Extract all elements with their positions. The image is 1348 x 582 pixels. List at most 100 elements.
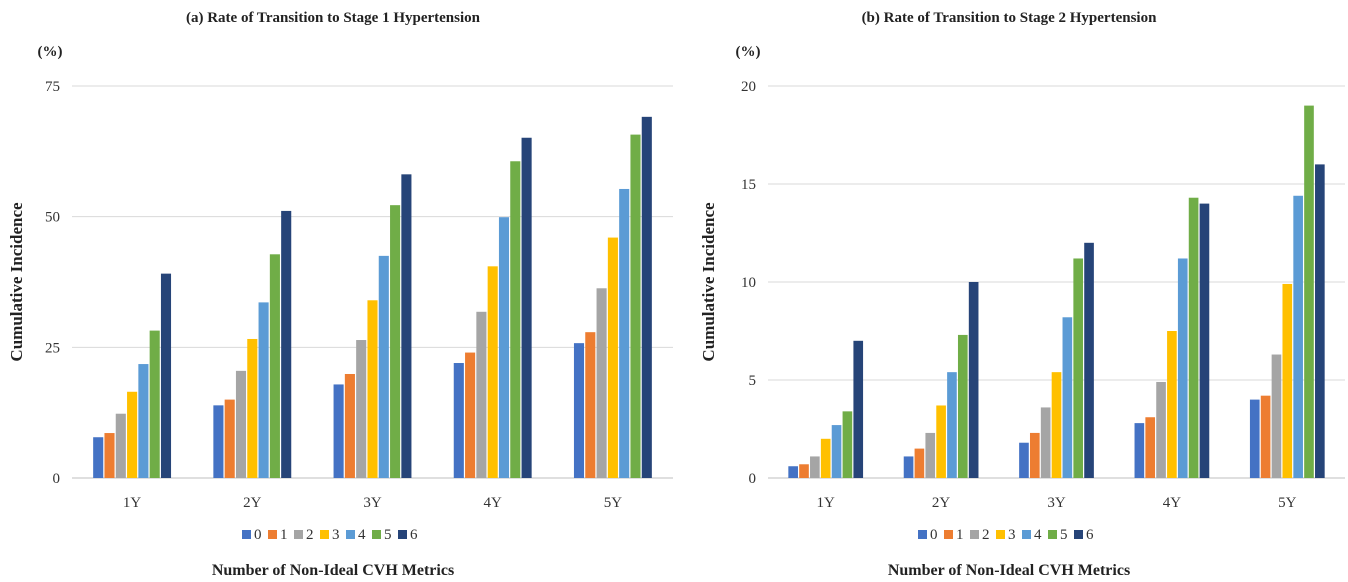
bar bbox=[1073, 258, 1084, 478]
bar bbox=[127, 391, 138, 478]
bar bbox=[853, 340, 864, 478]
x-tick-label: 5Y bbox=[604, 495, 623, 511]
legend-label: 4 bbox=[1034, 527, 1042, 543]
x-tick-label: 4Y bbox=[484, 495, 503, 511]
bar bbox=[356, 340, 367, 478]
x-tick-label: 3Y bbox=[363, 495, 382, 511]
bar bbox=[390, 205, 401, 478]
bar bbox=[619, 188, 630, 478]
bar bbox=[1315, 164, 1325, 478]
bar bbox=[1249, 399, 1260, 478]
y-axis-title: Cumulative Incidence bbox=[7, 202, 26, 362]
bar bbox=[957, 334, 968, 478]
bar bbox=[224, 399, 235, 478]
bar bbox=[1260, 395, 1271, 478]
legend-label: 6 bbox=[1086, 527, 1094, 543]
legend-swatch bbox=[320, 530, 329, 539]
bar bbox=[367, 300, 378, 478]
bar bbox=[585, 332, 596, 478]
y-tick-label: 15 bbox=[741, 177, 756, 193]
legend-swatch bbox=[268, 530, 277, 539]
legend-item: 4 bbox=[1022, 527, 1042, 543]
bar bbox=[93, 437, 104, 478]
bar bbox=[914, 448, 925, 478]
legend-swatch bbox=[398, 530, 407, 539]
y-axis-title: Cumulative Incidence bbox=[699, 202, 718, 362]
legend-item: 1 bbox=[268, 527, 288, 543]
legend-swatch bbox=[294, 530, 303, 539]
bar bbox=[1271, 354, 1282, 478]
bar bbox=[1156, 381, 1166, 478]
x-tick-label: 1Y bbox=[817, 495, 836, 511]
legend-label: 1 bbox=[280, 527, 288, 543]
bar bbox=[465, 352, 476, 478]
legend-swatch bbox=[346, 530, 355, 539]
bar bbox=[1199, 203, 1210, 478]
x-tick-label: 3Y bbox=[1047, 495, 1066, 511]
legend-swatch bbox=[996, 530, 1005, 539]
legend-item: 6 bbox=[398, 527, 418, 543]
y-tick-label: 75 bbox=[45, 79, 60, 95]
legend-item: 5 bbox=[372, 527, 392, 543]
legend-swatch bbox=[944, 530, 953, 539]
x-tick-label: 2Y bbox=[932, 495, 951, 511]
x-tick-label: 5Y bbox=[1278, 495, 1297, 511]
legend-item: 1 bbox=[944, 527, 964, 543]
bar bbox=[1134, 423, 1145, 478]
bar bbox=[831, 425, 842, 478]
legend-swatch bbox=[1048, 530, 1057, 539]
legend-item: 2 bbox=[294, 527, 314, 543]
legend-label: 2 bbox=[306, 527, 314, 543]
chart-title: (b) Rate of Transition to Stage 2 Hypert… bbox=[862, 10, 1158, 26]
legend-label: 5 bbox=[1060, 527, 1068, 543]
legend-label: 0 bbox=[930, 527, 938, 543]
bar bbox=[1304, 105, 1314, 478]
bar bbox=[160, 273, 172, 478]
bar bbox=[521, 137, 532, 478]
legend-swatch bbox=[242, 530, 251, 539]
legend-label: 2 bbox=[982, 527, 990, 543]
bar bbox=[115, 413, 126, 478]
bar bbox=[1293, 195, 1303, 478]
bar bbox=[630, 134, 641, 478]
bar bbox=[213, 405, 224, 478]
bar bbox=[378, 255, 389, 478]
y-tick-label: 0 bbox=[749, 471, 757, 487]
bar bbox=[1019, 442, 1029, 478]
bar bbox=[1282, 283, 1293, 478]
y-unit-label: (%) bbox=[38, 44, 63, 60]
legend-item: 6 bbox=[1074, 527, 1094, 543]
bar bbox=[453, 363, 464, 478]
chart-title: (a) Rate of Transition to Stage 1 Hypert… bbox=[186, 10, 481, 26]
bar bbox=[1167, 331, 1177, 478]
y-tick-label: 50 bbox=[45, 210, 60, 226]
bar bbox=[344, 373, 355, 478]
legend-label: 4 bbox=[358, 527, 366, 543]
bar bbox=[1188, 197, 1199, 478]
bar bbox=[1040, 407, 1051, 478]
bar bbox=[1177, 258, 1188, 478]
y-tick-label: 0 bbox=[53, 471, 61, 487]
bar bbox=[104, 433, 115, 478]
legend-label: 3 bbox=[332, 527, 340, 543]
x-tick-label: 2Y bbox=[243, 495, 262, 511]
bar bbox=[138, 364, 149, 478]
bar bbox=[903, 456, 914, 478]
legend-label: 3 bbox=[1008, 527, 1016, 543]
bar bbox=[498, 217, 510, 478]
legend-item: 5 bbox=[1048, 527, 1068, 543]
legend-item: 3 bbox=[320, 527, 340, 543]
bar bbox=[799, 464, 809, 478]
legend-item: 0 bbox=[918, 527, 938, 543]
legend-swatch bbox=[970, 530, 979, 539]
bar bbox=[1084, 242, 1094, 478]
legend-swatch bbox=[918, 530, 927, 539]
bar bbox=[1062, 317, 1073, 478]
bar bbox=[401, 174, 412, 478]
y-tick-label: 5 bbox=[749, 373, 757, 389]
x-axis-title: Number of Non-Ideal CVH Metrics bbox=[888, 562, 1130, 579]
x-tick-label: 4Y bbox=[1163, 495, 1182, 511]
bar bbox=[487, 266, 498, 478]
legend-label: 1 bbox=[956, 527, 964, 543]
